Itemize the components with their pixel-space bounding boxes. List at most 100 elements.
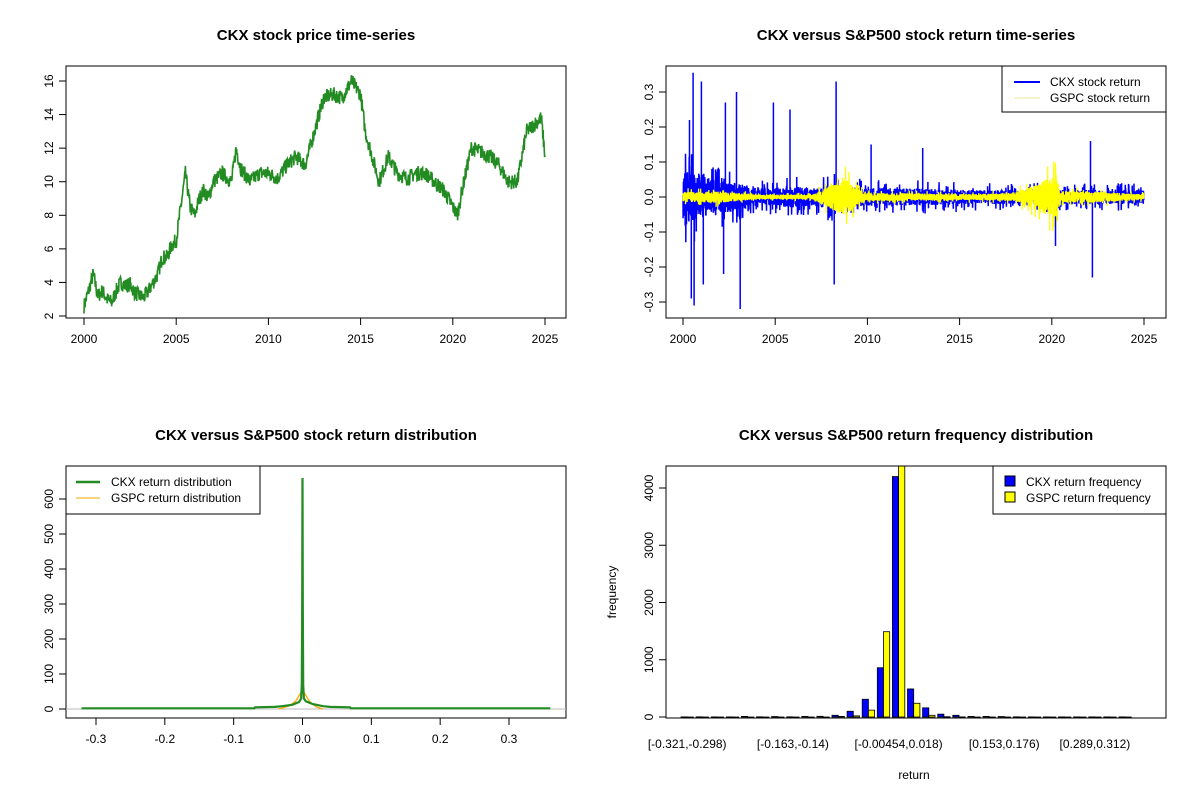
gspc-frequency-bar — [988, 716, 996, 718]
price-line — [83, 75, 546, 314]
density-x-axis-tick-label: 0.0 — [294, 732, 311, 746]
ckx-frequency-bar — [816, 715, 824, 718]
ckx-frequency-bar — [1088, 716, 1096, 718]
gspc-frequency-bar — [1079, 716, 1087, 718]
legend-label-ckx-return: CKX stock return — [1050, 75, 1141, 89]
density-y-axis-tick-label: 600 — [42, 489, 56, 509]
histogram-x-tick-label: [-0.00454,0.018) — [855, 737, 943, 751]
gspc-frequency-bar — [868, 709, 876, 718]
price-y-axis-tick-label: 12 — [42, 141, 56, 155]
density-y-axis-tick-label: 400 — [42, 559, 56, 579]
legend-swatch-ckx-frequency — [1004, 475, 1016, 487]
returns-x-axis-tick-label: 2025 — [1131, 332, 1158, 346]
returns-y-axis-tick-label: 0.2 — [642, 118, 656, 135]
ckx-frequency-bar — [710, 716, 718, 718]
price-y-axis-tick-label: 14 — [42, 108, 56, 122]
returns-x-axis-tick-label: 2010 — [854, 332, 881, 346]
gspc-frequency-bar — [792, 716, 800, 718]
returns-legend — [1001, 65, 1167, 113]
legend-swatch-gspc-frequency — [1004, 491, 1016, 503]
gspc-frequency-bar — [762, 716, 770, 718]
y-axis-label-frequency: frequency — [605, 566, 619, 619]
gspc-frequency-bar — [928, 714, 936, 718]
gspc-frequency-bar — [958, 716, 966, 718]
price-x-axis-tick-label: 2010 — [255, 332, 282, 346]
ckx-frequency-bar — [952, 714, 960, 718]
legend-label-ckx-frequency: CKX return frequency — [1026, 475, 1141, 489]
ckx-frequency-bar — [876, 667, 884, 718]
legend-label-gspc-frequency: GSPC return frequency — [1026, 491, 1151, 505]
price-y-axis-tick-label: 6 — [42, 245, 56, 252]
chart-title-price: CKX stock price time-series — [217, 27, 415, 44]
price-y-axis-tick-label: 2 — [42, 312, 56, 319]
ckx-frequency-bar — [982, 716, 990, 718]
ckx-frequency-bar — [725, 716, 733, 718]
density-x-axis-tick-label: 0.2 — [432, 732, 449, 746]
returns-x-axis-tick-label: 2015 — [946, 332, 973, 346]
price-x-axis-tick-label: 2000 — [71, 332, 98, 346]
gspc-frequency-bar — [1094, 716, 1102, 718]
gspc-frequency-bar — [1034, 716, 1042, 718]
returns-x-axis-tick-label: 2005 — [762, 332, 789, 346]
returns-y-axis-tick-label: -0.2 — [642, 256, 656, 277]
histogram-y-axis-tick-label: 1000 — [642, 646, 656, 673]
ckx-frequency-bar — [846, 710, 854, 718]
returns-y-axis-tick-label: 0.0 — [642, 188, 656, 205]
histogram-x-tick-label: [-0.321,-0.298) — [648, 737, 727, 751]
returns-y-axis-tick-label: 0.3 — [642, 83, 656, 100]
ckx-frequency-bar — [1058, 716, 1066, 718]
density-x-axis-tick-label: -0.1 — [223, 732, 244, 746]
chart-title-density: CKX versus S&P500 stock return distribut… — [155, 427, 477, 444]
gspc-frequency-bar — [943, 716, 951, 718]
chart-title-histogram: CKX versus S&P500 return frequency distr… — [739, 427, 1093, 444]
ckx-frequency-bar — [1118, 716, 1126, 718]
gspc-frequency-bar — [1019, 716, 1027, 718]
returns-y-axis-tick-label: 0.1 — [642, 153, 656, 170]
ckx-frequency-bar — [1012, 716, 1020, 718]
price-y-axis-tick-label: 16 — [42, 74, 56, 88]
gspc-frequency-bar — [898, 466, 906, 718]
ckx-frequency-bar — [801, 716, 809, 718]
ckx-frequency-bar — [771, 716, 779, 718]
gspc-frequency-bar — [1109, 716, 1117, 718]
x-axis-label-return: return — [898, 768, 929, 782]
gspc-frequency-bar — [852, 715, 860, 718]
returns-y-axis-tick-label: -0.1 — [642, 221, 656, 242]
returns-x-axis-tick-label: 2000 — [670, 332, 697, 346]
gspc-frequency-bar — [717, 716, 725, 718]
histogram-y-axis-tick-label: 4000 — [642, 474, 656, 501]
ckx-frequency-bar — [1027, 716, 1035, 718]
histogram-y-axis-tick-label: 0 — [642, 713, 656, 720]
price-x-axis-tick-label: 2025 — [532, 332, 559, 346]
histogram-x-tick-label: [-0.163,-0.14) — [757, 737, 829, 751]
price-y-axis-tick-label: 10 — [42, 175, 56, 189]
ckx-frequency-bar — [1103, 716, 1111, 718]
gspc-frequency-bar — [883, 631, 891, 718]
gspc-frequency-bar — [837, 716, 845, 718]
price-y-axis-tick-label: 4 — [42, 279, 56, 286]
ckx-density-line — [81, 477, 551, 710]
gspc-frequency-bar — [777, 716, 785, 718]
gspc-frequency-bar — [686, 716, 694, 718]
ckx-frequency-bar — [741, 716, 749, 718]
density-x-axis-tick-label: -0.3 — [86, 732, 107, 746]
price-y-axis-tick-label: 8 — [42, 212, 56, 219]
gspc-frequency-bar — [913, 702, 921, 718]
gspc-return-line — [682, 161, 1145, 231]
density-y-axis-tick-label: 200 — [42, 629, 56, 649]
density-y-axis-tick-label: 0 — [42, 705, 56, 712]
legend-label-gspc-density: GSPC return distribution — [111, 491, 241, 505]
histogram-x-tick-label: [0.289,0.312) — [1060, 737, 1131, 751]
price-x-axis-tick-label: 2020 — [439, 332, 466, 346]
ckx-frequency-bar — [1073, 716, 1081, 718]
gspc-frequency-bar — [1049, 716, 1057, 718]
legend-label-gspc-return: GSPC stock return — [1050, 91, 1150, 105]
returns-x-axis-tick-label: 2020 — [1038, 332, 1065, 346]
ckx-frequency-bar — [907, 688, 915, 718]
histogram-x-tick-label: [0.153,0.176) — [969, 737, 1040, 751]
density-x-axis-tick-label: 0.1 — [363, 732, 380, 746]
density-legend — [65, 465, 261, 515]
price-plot-frame — [65, 65, 567, 319]
density-y-axis-tick-label: 100 — [42, 664, 56, 684]
